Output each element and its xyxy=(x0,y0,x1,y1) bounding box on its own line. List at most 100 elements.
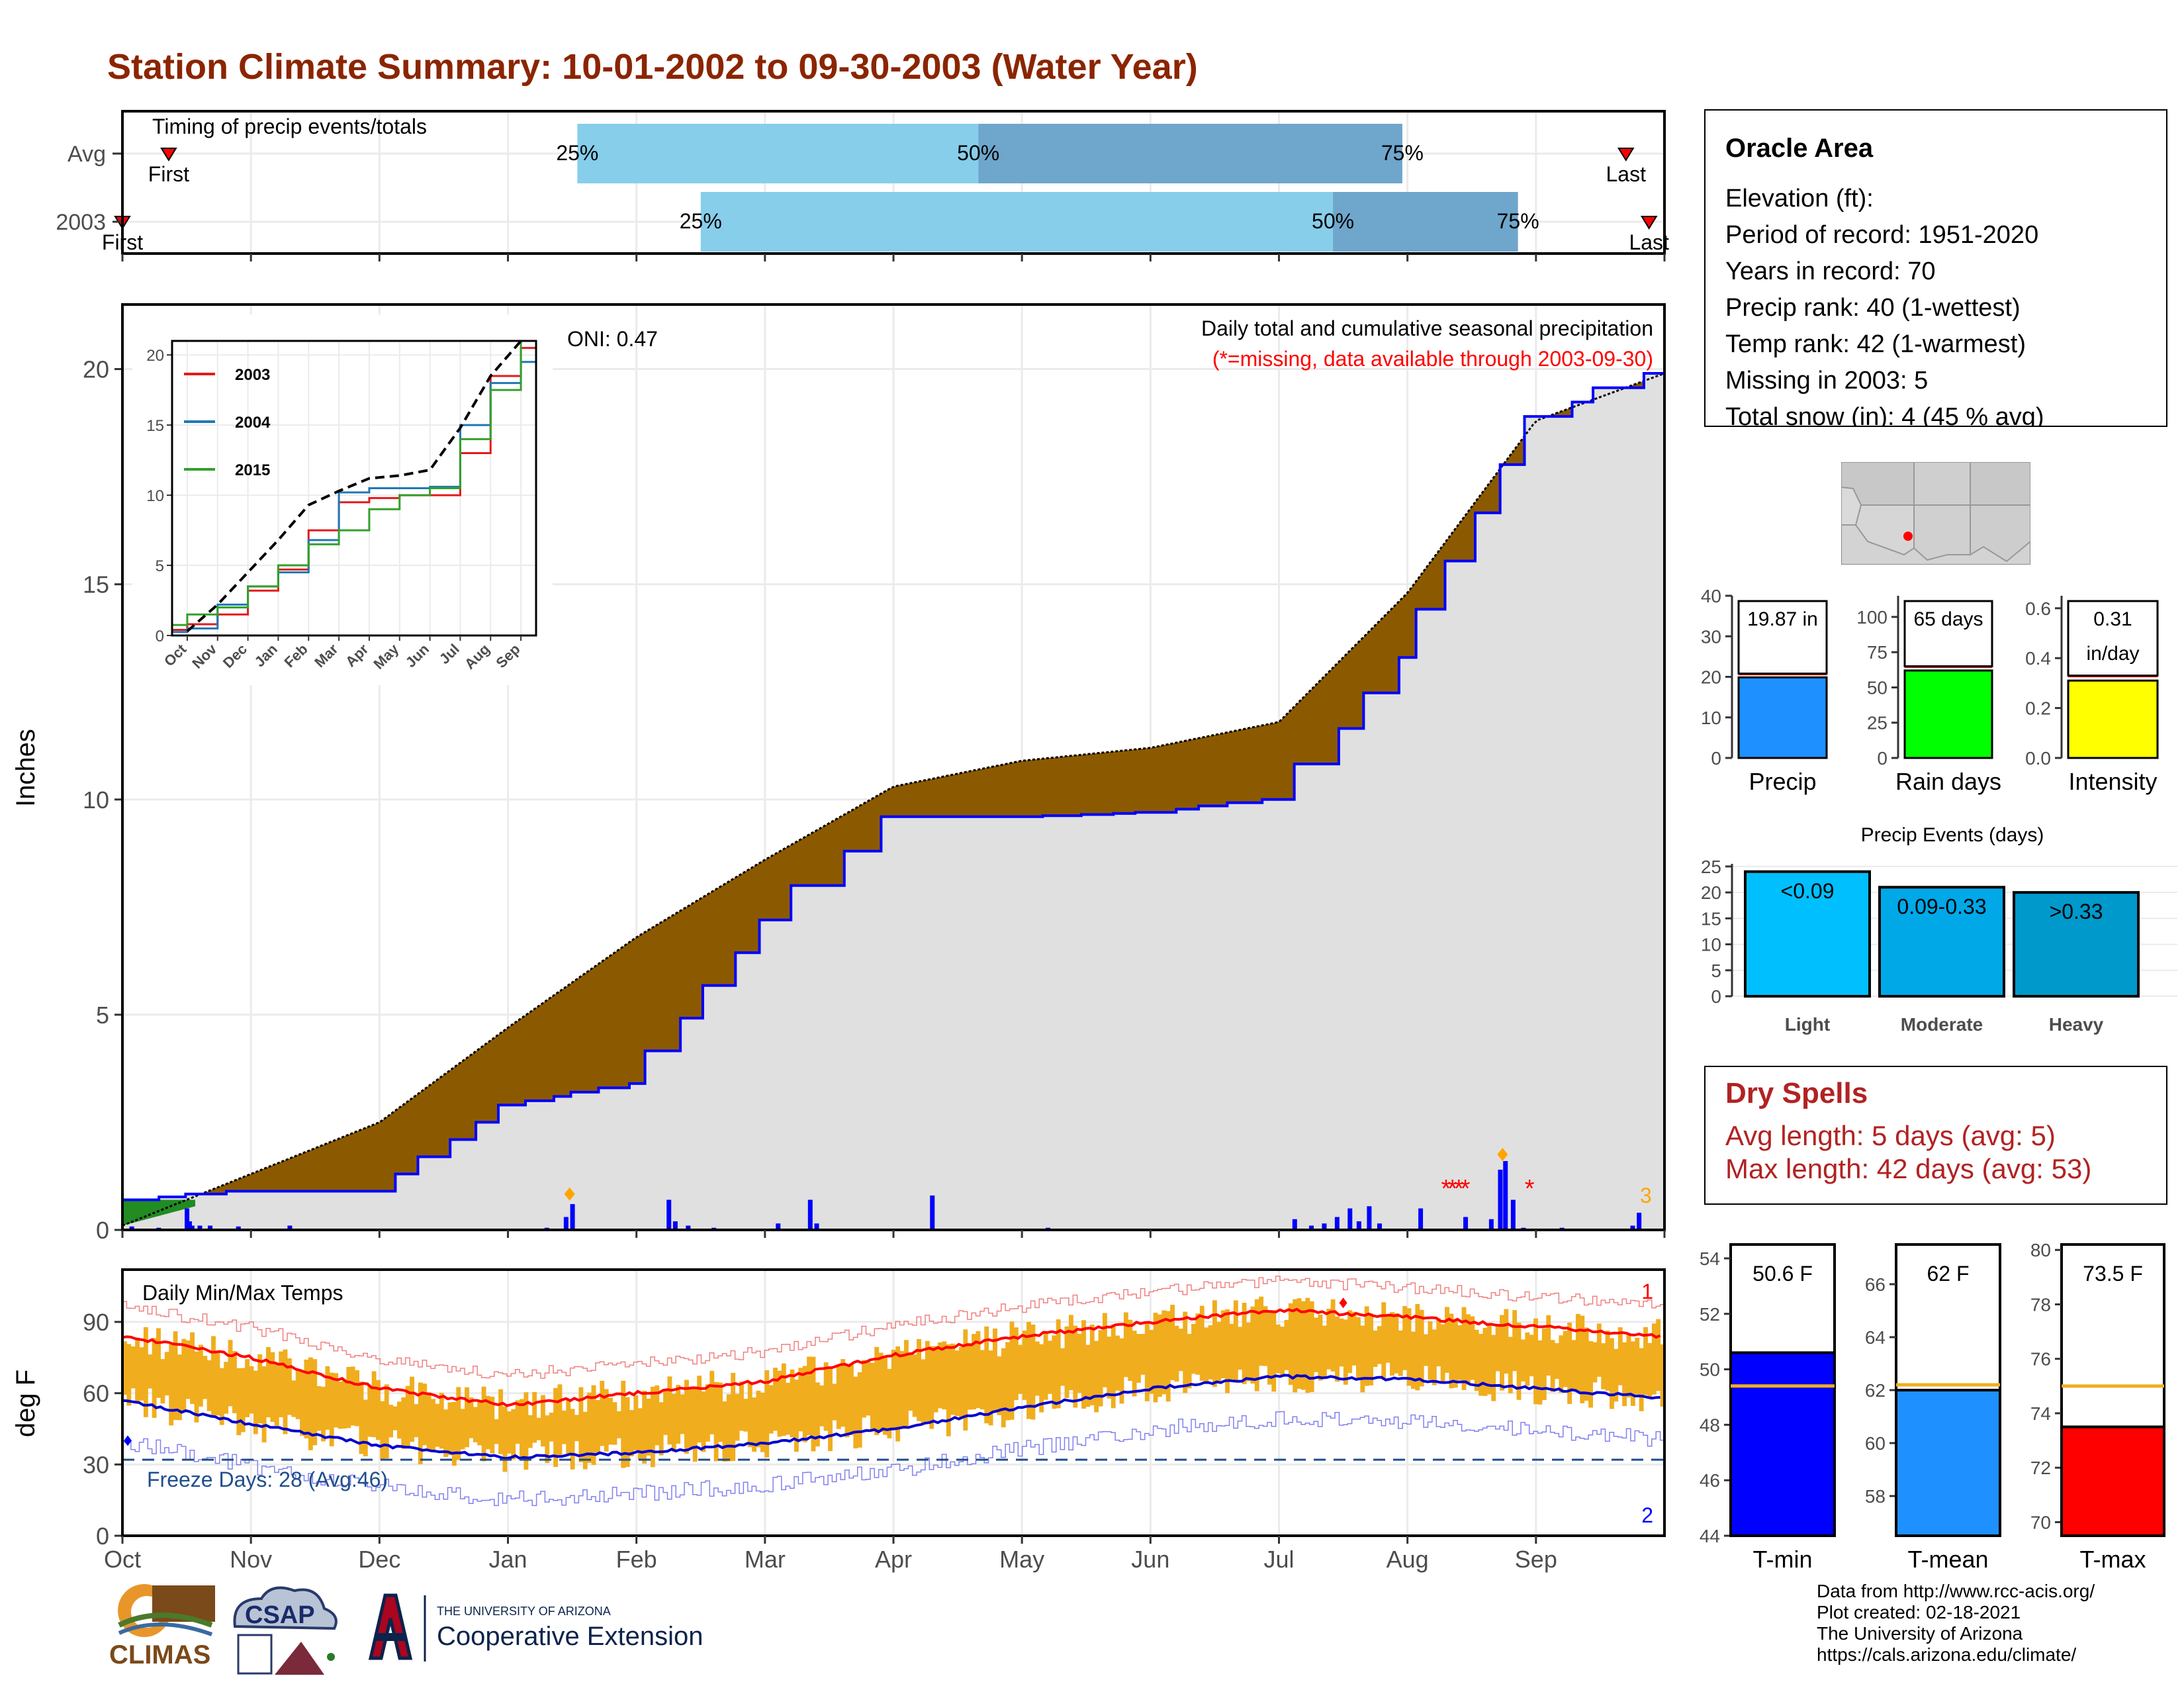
daily-temp-range-bar xyxy=(325,1366,330,1430)
daily-temp-range-bar xyxy=(1465,1314,1471,1385)
daily-temp-range-bar xyxy=(392,1406,398,1430)
month-tick-label: Oct xyxy=(104,1546,141,1573)
svg-text:Cooperative Extension: Cooperative Extension xyxy=(437,1622,703,1651)
daily-temp-range-bar xyxy=(1280,1327,1285,1376)
month-tick-label: Dec xyxy=(358,1546,400,1573)
summary-label: Precip xyxy=(1749,768,1816,795)
daily-temp-range-bar xyxy=(841,1359,846,1427)
timing-first-marker xyxy=(160,148,177,162)
daily-temp-range-bar xyxy=(1144,1323,1150,1401)
daily-temp-range-bar xyxy=(1318,1314,1323,1381)
temp-chart: 0 30 60 90 Daily Min/Max Temps Freeze Days: 2… xyxy=(11,1268,1666,1573)
daily-precip-bar xyxy=(666,1199,672,1230)
daily-temp-range-bar xyxy=(1445,1307,1449,1373)
daily-temp-range-bar xyxy=(633,1395,639,1450)
daily-temp-range-bar xyxy=(376,1380,381,1440)
daily-temp-range-bar xyxy=(1314,1317,1319,1372)
daily-temp-range-bar xyxy=(794,1380,799,1452)
events-bar-label: 0.09-0.33 xyxy=(1897,894,1986,918)
summary-y-tick-label: 10 xyxy=(1701,708,1721,728)
summary-y-tick-label: 0 xyxy=(1877,748,1888,769)
avg-cumulative-line xyxy=(122,372,1665,1227)
events-x-label: Moderate xyxy=(1901,1014,1983,1035)
inset-y-tick-label: 10 xyxy=(146,487,164,505)
daily-temp-range-bar xyxy=(1204,1327,1209,1383)
daily-temp-range-bar xyxy=(713,1382,719,1462)
daily-temp-range-bar xyxy=(1297,1298,1302,1389)
daily-temp-range-bar xyxy=(1098,1330,1103,1407)
extreme-diamond-marker xyxy=(564,1187,575,1201)
daily-temp-range-bar xyxy=(152,1338,157,1418)
daily-temp-range-bar xyxy=(946,1344,951,1436)
temp-summary-y-tick-label: 78 xyxy=(2030,1294,2051,1315)
daily-temp-range-bar xyxy=(895,1346,901,1442)
daily-temp-range-bar xyxy=(688,1387,694,1450)
daily-temp-range-bar xyxy=(1584,1327,1589,1401)
daily-temp-range-bar xyxy=(498,1389,504,1454)
daily-temp-range-bar xyxy=(929,1346,934,1429)
timing-p75-label: 75% xyxy=(1381,141,1424,165)
daily-temp-range-bar xyxy=(1571,1340,1576,1391)
summary-label: Intensity xyxy=(2068,768,2157,795)
timing-p50-label: 50% xyxy=(957,141,999,165)
precip-subtitle: Daily total and cumulative seasonal prec… xyxy=(1201,316,1653,340)
timing-p25-label: 25% xyxy=(680,209,722,233)
summary-y-tick-label: 50 xyxy=(1867,677,1888,698)
daily-temp-range-bar xyxy=(1533,1318,1538,1405)
daily-temp-range-bar xyxy=(993,1328,997,1413)
daily-temp-range-bar xyxy=(621,1380,626,1468)
daily-temp-range-bar xyxy=(1254,1299,1259,1391)
daily-temp-range-bar xyxy=(1643,1327,1648,1395)
timing-p25-label: 25% xyxy=(556,141,598,165)
record-low-count: 2 xyxy=(1641,1503,1653,1527)
daily-temp-range-bar xyxy=(1525,1332,1530,1386)
temp-summary-value: 62 F xyxy=(1927,1262,1969,1286)
daily-precip-bar xyxy=(1309,1225,1314,1230)
daily-temp-range-bar xyxy=(139,1347,144,1401)
daily-temp-range-bar xyxy=(1267,1311,1272,1385)
daily-temp-range-bar xyxy=(1424,1334,1429,1366)
inset-border xyxy=(171,340,537,637)
daily-temp-range-bar xyxy=(1149,1330,1154,1394)
daily-temp-range-bar xyxy=(173,1331,178,1421)
main-y-tick-label: 10 xyxy=(83,786,109,814)
daily-temp-range-bar xyxy=(972,1334,976,1410)
daily-temp-range-bar xyxy=(697,1376,702,1443)
daily-temp-range-bar xyxy=(148,1354,153,1389)
station-location-marker xyxy=(1903,532,1913,541)
daily-temp-range-bar xyxy=(1486,1323,1492,1395)
missing-marker: * xyxy=(1447,1175,1457,1203)
daily-temp-range-bar xyxy=(1428,1321,1433,1380)
daily-temp-range-bar xyxy=(802,1366,807,1442)
timing-bar-q2 xyxy=(700,192,1334,252)
missing-marker: * xyxy=(1525,1175,1535,1203)
daily-temp-range-bar xyxy=(629,1410,634,1456)
daily-temp-range-bar xyxy=(1622,1342,1627,1407)
daily-temp-range-bar xyxy=(553,1387,559,1468)
daily-temp-range-bar xyxy=(912,1354,917,1417)
daily-temp-range-bar xyxy=(426,1392,432,1452)
daily-temp-range-bar xyxy=(1330,1299,1336,1372)
temp-summary-y-tick-label: 70 xyxy=(2030,1512,2051,1532)
events-x-label: Light xyxy=(1785,1014,1830,1035)
main-y-tick-label: 20 xyxy=(83,356,109,383)
freeze-days-label: Freeze Days: 28 (Avg:46) xyxy=(147,1468,388,1491)
daily-temp-range-bar xyxy=(1394,1313,1399,1374)
daily-temp-range-bar xyxy=(135,1337,140,1403)
daily-temp-range-bar xyxy=(1339,1318,1344,1367)
daily-temp-range-bar xyxy=(211,1336,216,1418)
daily-temp-range-bar xyxy=(224,1362,229,1414)
events-y-tick-label: 20 xyxy=(1701,882,1721,903)
daily-temp-range-bar xyxy=(532,1391,537,1443)
daily-temp-range-bar xyxy=(587,1392,592,1463)
daily-precip-bar xyxy=(1418,1208,1424,1230)
events-x-label: Heavy xyxy=(2049,1014,2104,1035)
daily-precip-bar xyxy=(807,1199,813,1230)
year-cumulative-line xyxy=(122,372,1664,1201)
daily-temp-range-bar xyxy=(1018,1344,1023,1394)
daily-temp-range-bar xyxy=(1271,1310,1277,1392)
daily-temp-range-bar xyxy=(1402,1305,1408,1370)
daily-temp-range-bar xyxy=(228,1340,233,1407)
timing-last-label: Last xyxy=(1606,162,1647,186)
summary-y-tick-label: 40 xyxy=(1701,586,1721,606)
